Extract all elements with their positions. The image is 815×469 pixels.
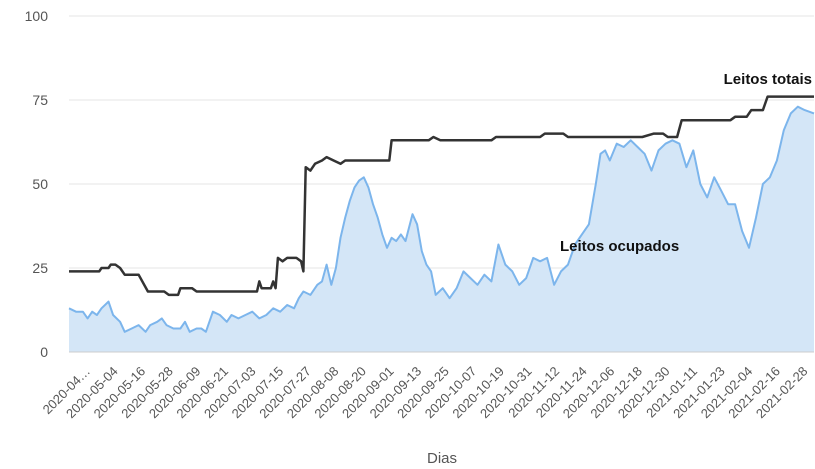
y-tick-label: 0: [40, 344, 48, 360]
y-tick-label: 75: [32, 92, 48, 108]
y-tick-label: 50: [32, 176, 48, 192]
series-area-leitos-ocupados: [69, 106, 814, 352]
y-tick-label: 100: [25, 8, 49, 24]
series-label-leitos-totais: Leitos totais: [724, 71, 812, 88]
series-line-leitos-totais: [69, 95, 814, 297]
series-layer: [68, 95, 815, 352]
x-axis-label: Dias: [427, 450, 457, 467]
series-label-leitos-ocupados: Leitos ocupados: [560, 238, 679, 255]
y-axis-ticks: 0 25 50 75 100: [25, 8, 49, 360]
x-axis-ticks: 2020-04…2020-05-042020-05-162020-05-2820…: [40, 364, 811, 422]
y-tick-label: 25: [32, 260, 48, 276]
series-line-leitos-ocupados: [68, 105, 815, 333]
